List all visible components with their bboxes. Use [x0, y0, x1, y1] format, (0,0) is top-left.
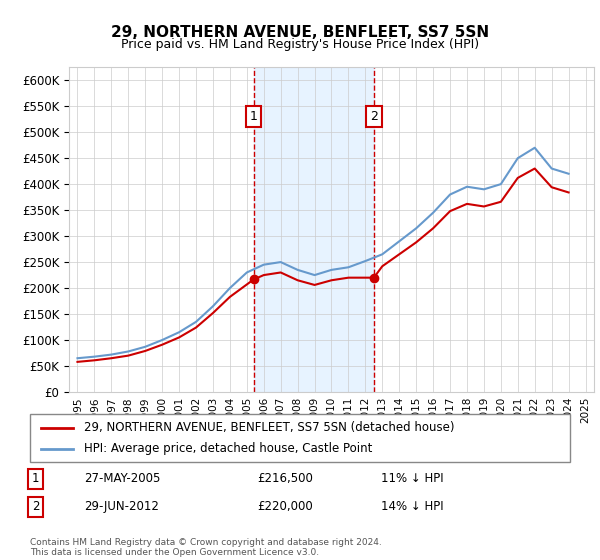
- FancyBboxPatch shape: [30, 414, 570, 462]
- Bar: [254, 67, 374, 392]
- Text: Price paid vs. HM Land Registry's House Price Index (HPI): Price paid vs. HM Land Registry's House …: [121, 38, 479, 51]
- Text: 27-MAY-2005: 27-MAY-2005: [84, 472, 160, 486]
- Text: 2: 2: [370, 110, 378, 123]
- Text: 1: 1: [250, 110, 257, 123]
- Text: 29, NORTHERN AVENUE, BENFLEET, SS7 5SN: 29, NORTHERN AVENUE, BENFLEET, SS7 5SN: [111, 25, 489, 40]
- Text: HPI: Average price, detached house, Castle Point: HPI: Average price, detached house, Cast…: [84, 442, 373, 455]
- Text: Contains HM Land Registry data © Crown copyright and database right 2024.
This d: Contains HM Land Registry data © Crown c…: [30, 538, 382, 557]
- Text: 29, NORTHERN AVENUE, BENFLEET, SS7 5SN (detached house): 29, NORTHERN AVENUE, BENFLEET, SS7 5SN (…: [84, 421, 455, 434]
- Text: 2: 2: [32, 500, 39, 514]
- Text: 11% ↓ HPI: 11% ↓ HPI: [381, 472, 443, 486]
- Text: 14% ↓ HPI: 14% ↓ HPI: [381, 500, 443, 514]
- Text: £220,000: £220,000: [257, 500, 313, 514]
- Text: 1: 1: [32, 472, 39, 486]
- Text: 29-JUN-2012: 29-JUN-2012: [84, 500, 159, 514]
- Text: £216,500: £216,500: [257, 472, 313, 486]
